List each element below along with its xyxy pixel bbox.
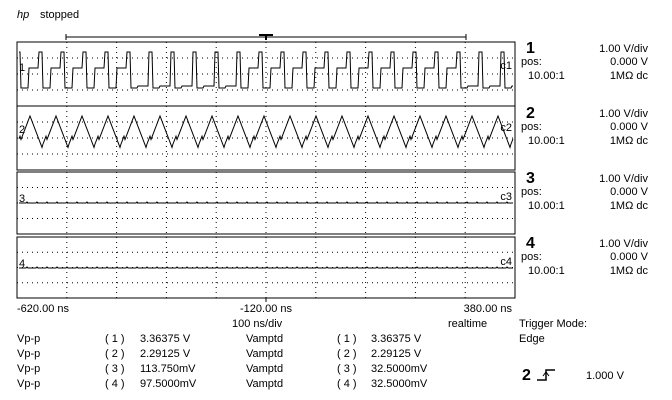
status: stopped xyxy=(40,9,79,21)
graticule-frame xyxy=(16,105,516,171)
channel-number: 2 xyxy=(526,105,535,122)
time-left: -620.00 ns xyxy=(17,303,69,315)
pos-value: 0.000 V xyxy=(610,121,649,133)
ground-marker: 1 xyxy=(19,62,25,74)
acq-mode: realtime xyxy=(448,318,487,330)
measurement-cell: 2.29125 V xyxy=(371,348,422,360)
pos-label: pos: xyxy=(521,186,542,198)
pos-label: pos: xyxy=(521,56,542,68)
channel-number: 3 xyxy=(526,170,535,187)
pos-label: pos: xyxy=(521,121,542,133)
channel-scale: 1.00 V/div xyxy=(599,108,648,120)
trigger-level: 1.000 V xyxy=(586,370,625,382)
measurement-cell: Vp-p xyxy=(17,348,40,360)
channel-marker: c2 xyxy=(500,122,512,134)
channel-marker: c4 xyxy=(500,256,512,268)
channel-scale: 1.00 V/div xyxy=(599,173,648,185)
channel-number: 1 xyxy=(526,40,535,57)
measurement-cell: ( 3 ) xyxy=(337,363,357,375)
time-center: -120.00 ns xyxy=(240,303,292,315)
probe: 10.00:1 xyxy=(528,70,565,82)
waveform xyxy=(19,51,513,89)
pos-value: 0.000 V xyxy=(610,251,649,263)
channel-marker: c3 xyxy=(500,191,512,203)
coupling: 1MΩ dc xyxy=(610,200,649,212)
ground-marker: 2 xyxy=(19,124,25,136)
measurement-cell: ( 2 ) xyxy=(105,348,125,360)
waveform xyxy=(18,114,514,149)
measurement-cell: Vp-p xyxy=(17,363,40,375)
edge-icon xyxy=(537,369,555,381)
measurement-cell: ( 4 ) xyxy=(337,378,357,390)
measurement-cell: Vamptd xyxy=(246,333,283,345)
channel-scale: 1.00 V/div xyxy=(599,43,648,55)
ground-marker: 3 xyxy=(19,193,25,205)
pos-value: 0.000 V xyxy=(610,56,649,68)
measurement-cell: 113.750mV xyxy=(140,363,196,375)
time-bracket xyxy=(65,34,467,40)
time-right: 380.00 ns xyxy=(464,303,513,315)
time-scale: 100 ns/div xyxy=(232,318,283,330)
channel-number: 4 xyxy=(526,235,535,252)
measurement-cell: 97.5000mV xyxy=(140,378,197,390)
measurement-cell: ( 1 ) xyxy=(105,333,125,345)
measurement-cell: ( 1 ) xyxy=(337,333,357,345)
measurement-cell: ( 4 ) xyxy=(105,378,125,390)
coupling: 1MΩ dc xyxy=(610,70,649,82)
measurement-cell: ( 3 ) xyxy=(105,363,125,375)
measurement-cell: 2.29125 V xyxy=(140,348,191,360)
waveform xyxy=(19,266,513,269)
measurement-cell: 32.5000mV xyxy=(371,378,428,390)
probe: 10.00:1 xyxy=(528,200,565,212)
measurement-cell: Vamptd xyxy=(246,348,283,360)
coupling: 1MΩ dc xyxy=(610,135,649,147)
measurement-cell: Vp-p xyxy=(17,333,40,345)
measurement-cell: 32.5000mV xyxy=(371,363,428,375)
measurement-cell: 3.36375 V xyxy=(140,333,191,345)
measurement-cell: 3.36375 V xyxy=(371,333,422,345)
pos-label: pos: xyxy=(521,251,542,263)
trigger-mode: Edge xyxy=(519,333,545,345)
measurement-cell: Vamptd xyxy=(246,363,283,375)
waveform xyxy=(19,201,513,204)
probe: 10.00:1 xyxy=(528,265,565,277)
brand: hp xyxy=(17,9,29,21)
ground-marker: 4 xyxy=(19,258,25,270)
coupling: 1MΩ dc xyxy=(610,265,649,277)
measurement-cell: Vp-p xyxy=(17,378,40,390)
trigger-channel: 2 xyxy=(522,367,531,384)
measurement-cell: Vamptd xyxy=(246,378,283,390)
trigger-label: Trigger Mode: xyxy=(519,318,587,330)
channel-marker: c1 xyxy=(500,60,512,72)
edge-arrow xyxy=(542,371,550,377)
channel-scale: 1.00 V/div xyxy=(599,238,648,250)
pos-value: 0.000 V xyxy=(610,186,649,198)
probe: 10.00:1 xyxy=(528,135,565,147)
measurement-cell: ( 2 ) xyxy=(337,348,357,360)
graticule-frame xyxy=(16,41,516,107)
